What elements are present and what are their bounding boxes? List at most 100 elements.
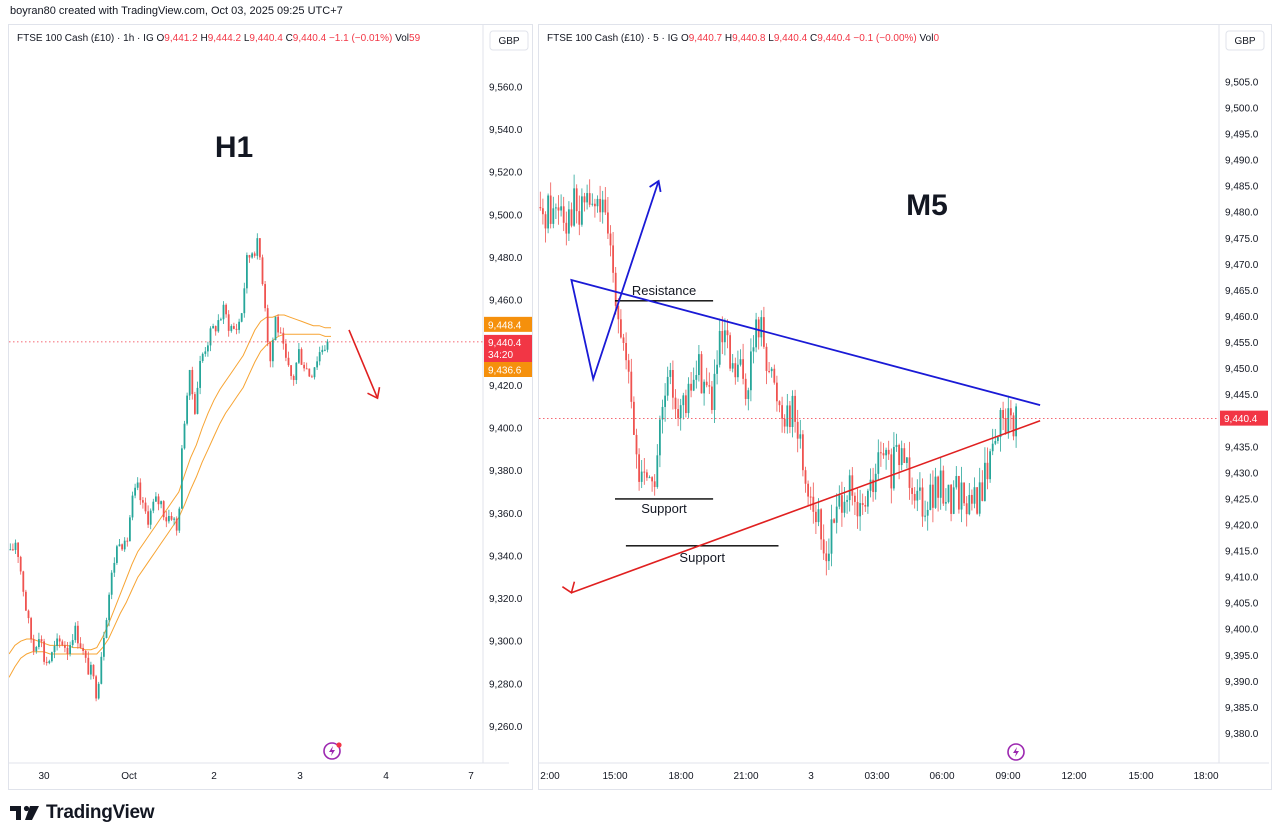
- m5-candle: [718, 330, 721, 365]
- h1-chart[interactable]: FTSE 100 Cash (£10) · 1h · IG O9,441.2 H…: [9, 25, 532, 789]
- moving-average-line-1: [9, 314, 331, 655]
- m5-candle: [591, 203, 594, 205]
- support-label: Support: [679, 550, 725, 565]
- m5-candle: [781, 405, 783, 419]
- h1-candle: [103, 637, 105, 657]
- h1-candle: [264, 284, 266, 309]
- h1-candle: [139, 482, 142, 501]
- x-tick-label: 09:00: [995, 771, 1020, 782]
- h1-candle: [298, 349, 300, 363]
- m5-candle: [991, 443, 994, 452]
- h1-candle: [313, 367, 316, 378]
- m5-candle: [908, 457, 911, 488]
- h1-candle: [324, 349, 326, 351]
- x-tick-label: 06:00: [929, 771, 954, 782]
- m5-candle: [627, 360, 630, 372]
- m5-candle: [607, 212, 609, 234]
- m5-candle: [752, 347, 755, 352]
- h1-candle: [129, 517, 131, 542]
- h1-candle: [165, 517, 168, 522]
- m5-candle: [685, 395, 687, 414]
- header-c: 9,440.4: [817, 33, 851, 44]
- h1-candle: [58, 638, 61, 642]
- m5-candle: [950, 484, 952, 514]
- y-tick-label: 9,460.0: [1225, 312, 1259, 323]
- y-tick-label: 9,410.0: [1225, 573, 1259, 584]
- h1-candle: [300, 349, 303, 365]
- m5-candle: [1002, 410, 1004, 419]
- m5-candle: [846, 500, 848, 502]
- h1-candle: [204, 351, 207, 354]
- h1-candle: [230, 326, 233, 331]
- h1-candle: [282, 332, 285, 344]
- moving-average-line-2: [9, 333, 331, 678]
- h1-candle: [113, 562, 116, 573]
- h1-candle: [35, 646, 38, 652]
- m5-candle: [640, 471, 643, 482]
- header-vol-label: Vol: [395, 33, 409, 44]
- m5-candle: [539, 207, 542, 209]
- tradingview-footer-logo[interactable]: TradingView: [10, 802, 155, 824]
- h1-candle: [233, 326, 235, 329]
- m5-candle: [716, 364, 718, 374]
- h1-candle: [38, 639, 40, 647]
- m5-candle: [638, 454, 640, 482]
- y-tick-label: 9,480.0: [489, 253, 523, 264]
- m5-candle: [817, 509, 820, 523]
- y-tick-label: 9,460.0: [489, 296, 523, 307]
- h1-candle: [95, 676, 97, 699]
- m5-candle: [789, 405, 791, 428]
- m5-chart[interactable]: FTSE 100 Cash (£10) · 5 · IG O9,440.7 H9…: [539, 25, 1271, 789]
- h1-candle: [53, 646, 56, 653]
- header-c-label: C: [286, 33, 293, 44]
- m5-candle: [570, 209, 573, 226]
- header-o-label: O: [157, 33, 165, 44]
- h1-candle: [290, 365, 292, 377]
- m5-candle: [960, 482, 963, 510]
- m5-candle: [776, 382, 778, 402]
- m5-candle: [573, 188, 575, 226]
- m5-candle: [984, 462, 986, 501]
- h1-candle: [220, 319, 222, 321]
- m5-candle: [978, 482, 981, 514]
- header-broker: IG: [143, 33, 154, 44]
- m5-candle: [726, 330, 729, 336]
- h1-candle: [108, 594, 110, 621]
- m5-candle: [700, 354, 703, 394]
- m5-candle: [643, 471, 646, 473]
- m5-candle: [724, 330, 726, 343]
- m5-candle: [672, 370, 674, 398]
- h1-candle: [32, 639, 35, 652]
- h1-candle: [116, 546, 118, 563]
- m5-candle: [739, 359, 742, 365]
- h1-candle: [131, 495, 134, 518]
- m5-candle: [742, 359, 744, 379]
- y-tick-label: 9,495.0: [1225, 130, 1259, 141]
- h1-candle: [201, 353, 204, 361]
- m5-candle: [698, 354, 700, 376]
- m5-candle: [568, 209, 570, 234]
- m5-candle: [794, 395, 796, 422]
- m5-candle: [825, 553, 828, 562]
- h1-candle: [183, 423, 186, 449]
- h1-chart-panel[interactable]: FTSE 100 Cash (£10) · 1h · IG O9,441.2 H…: [8, 24, 533, 790]
- chart-attribution: boyran80 created with TradingView.com, O…: [10, 5, 343, 17]
- header-separator: ·: [134, 33, 143, 44]
- h1-candle: [287, 357, 290, 366]
- m5-candle: [924, 515, 926, 517]
- m5-candle: [919, 487, 921, 491]
- m5-candle: [872, 479, 874, 493]
- y-tick-label: 9,415.0: [1225, 547, 1259, 558]
- h1-candle: [222, 304, 225, 320]
- header-h-label: H: [200, 33, 207, 44]
- m5-chart-panel[interactable]: FTSE 100 Cash (£10) · 5 · IG O9,440.7 H9…: [538, 24, 1272, 790]
- y-tick-label: 9,385.0: [1225, 703, 1259, 714]
- m5-candle: [968, 494, 971, 515]
- currency-label: GBP: [498, 36, 519, 47]
- y-tick-label: 9,405.0: [1225, 599, 1259, 610]
- m5-candle: [734, 363, 737, 378]
- y-tick-label: 9,425.0: [1225, 494, 1259, 505]
- header-vol-label: Vol: [920, 33, 934, 44]
- y-tick-label: 9,420.0: [489, 381, 523, 392]
- m5-candle: [765, 346, 768, 371]
